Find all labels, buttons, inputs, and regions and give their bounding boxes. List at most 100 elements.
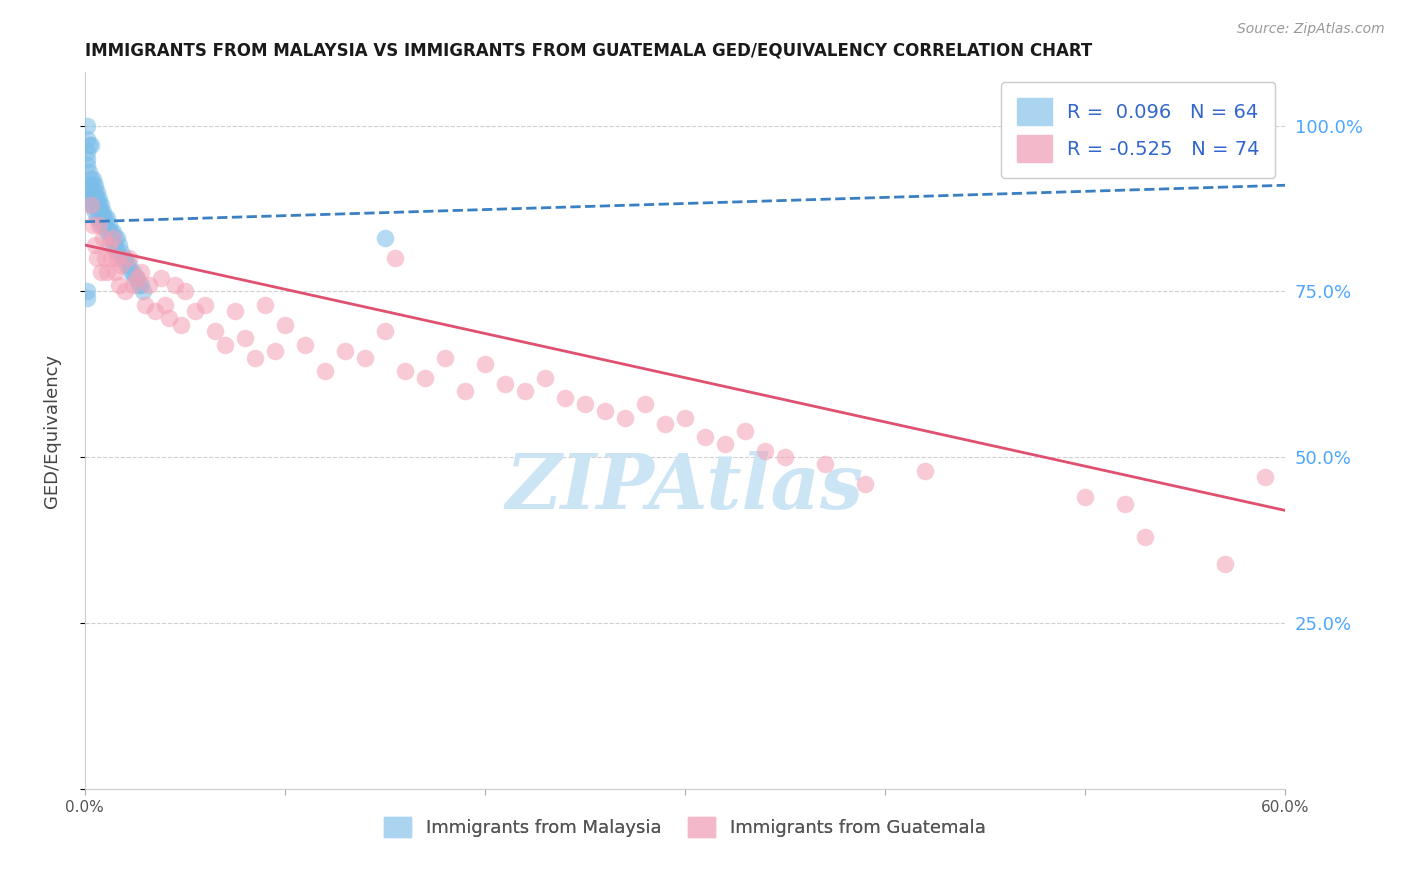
Point bbox=[384, 252, 406, 266]
Point bbox=[314, 364, 336, 378]
Point bbox=[374, 324, 396, 338]
Point bbox=[1254, 470, 1277, 484]
Point bbox=[1074, 490, 1097, 504]
Point bbox=[87, 218, 110, 232]
Point bbox=[80, 198, 103, 212]
Point bbox=[634, 397, 657, 411]
Point bbox=[105, 231, 128, 245]
Point bbox=[77, 138, 100, 153]
Point bbox=[90, 264, 112, 278]
Point bbox=[76, 132, 98, 146]
Point bbox=[101, 231, 124, 245]
Point bbox=[394, 364, 416, 378]
Point bbox=[333, 344, 356, 359]
Point bbox=[118, 252, 141, 266]
Point bbox=[593, 404, 616, 418]
Point bbox=[87, 204, 110, 219]
Point bbox=[714, 437, 737, 451]
Point bbox=[91, 231, 114, 245]
Point bbox=[100, 252, 122, 266]
Point bbox=[86, 192, 108, 206]
Point bbox=[114, 285, 136, 299]
Point bbox=[125, 271, 148, 285]
Point bbox=[93, 218, 115, 232]
Point bbox=[82, 178, 104, 193]
Point bbox=[86, 198, 108, 212]
Point bbox=[134, 298, 156, 312]
Point bbox=[773, 450, 796, 465]
Point bbox=[224, 304, 246, 318]
Point bbox=[82, 192, 104, 206]
Point bbox=[814, 457, 837, 471]
Point bbox=[143, 304, 166, 318]
Point bbox=[1133, 530, 1156, 544]
Text: Source: ZipAtlas.com: Source: ZipAtlas.com bbox=[1237, 22, 1385, 37]
Point bbox=[157, 310, 180, 325]
Point bbox=[90, 198, 112, 212]
Point bbox=[97, 238, 120, 252]
Point bbox=[77, 178, 100, 193]
Point bbox=[128, 277, 150, 292]
Point bbox=[613, 410, 636, 425]
Point bbox=[80, 185, 103, 199]
Point bbox=[413, 370, 436, 384]
Point bbox=[86, 185, 108, 199]
Point bbox=[91, 211, 114, 226]
Point bbox=[124, 271, 146, 285]
Point bbox=[121, 277, 143, 292]
Point bbox=[170, 318, 193, 332]
Point bbox=[77, 185, 100, 199]
Point bbox=[91, 204, 114, 219]
Point bbox=[83, 178, 105, 193]
Point bbox=[82, 171, 104, 186]
Point bbox=[105, 244, 128, 259]
Point bbox=[433, 351, 456, 365]
Point bbox=[80, 171, 103, 186]
Point bbox=[914, 464, 936, 478]
Point bbox=[90, 218, 112, 232]
Point bbox=[184, 304, 207, 318]
Point bbox=[194, 298, 217, 312]
Point bbox=[673, 410, 696, 425]
Text: ZIPAtlas: ZIPAtlas bbox=[506, 451, 863, 525]
Point bbox=[125, 271, 148, 285]
Point bbox=[76, 291, 98, 305]
Point bbox=[101, 225, 124, 239]
Point bbox=[474, 358, 496, 372]
Point bbox=[534, 370, 557, 384]
Point bbox=[153, 298, 176, 312]
Point bbox=[105, 252, 128, 266]
Point bbox=[214, 337, 236, 351]
Point bbox=[83, 192, 105, 206]
Point bbox=[87, 198, 110, 212]
Point bbox=[173, 285, 195, 299]
Point bbox=[118, 258, 141, 272]
Point bbox=[97, 218, 120, 232]
Point bbox=[100, 225, 122, 239]
Point bbox=[454, 384, 477, 398]
Point bbox=[80, 138, 103, 153]
Point bbox=[149, 271, 172, 285]
Point bbox=[97, 225, 120, 239]
Point bbox=[114, 252, 136, 266]
Point bbox=[101, 238, 124, 252]
Point bbox=[107, 238, 129, 252]
Point bbox=[1213, 557, 1236, 571]
Point bbox=[110, 258, 132, 272]
Point bbox=[87, 192, 110, 206]
Point bbox=[82, 198, 104, 212]
Point bbox=[163, 277, 186, 292]
Point bbox=[574, 397, 596, 411]
Point bbox=[233, 331, 256, 345]
Point bbox=[853, 476, 876, 491]
Point bbox=[263, 344, 285, 359]
Point bbox=[204, 324, 226, 338]
Point bbox=[83, 185, 105, 199]
Point bbox=[734, 424, 756, 438]
Y-axis label: GED/Equivalency: GED/Equivalency bbox=[44, 354, 60, 508]
Point bbox=[77, 165, 100, 179]
Point bbox=[76, 119, 98, 133]
Point bbox=[76, 285, 98, 299]
Point bbox=[80, 198, 103, 212]
Point bbox=[513, 384, 536, 398]
